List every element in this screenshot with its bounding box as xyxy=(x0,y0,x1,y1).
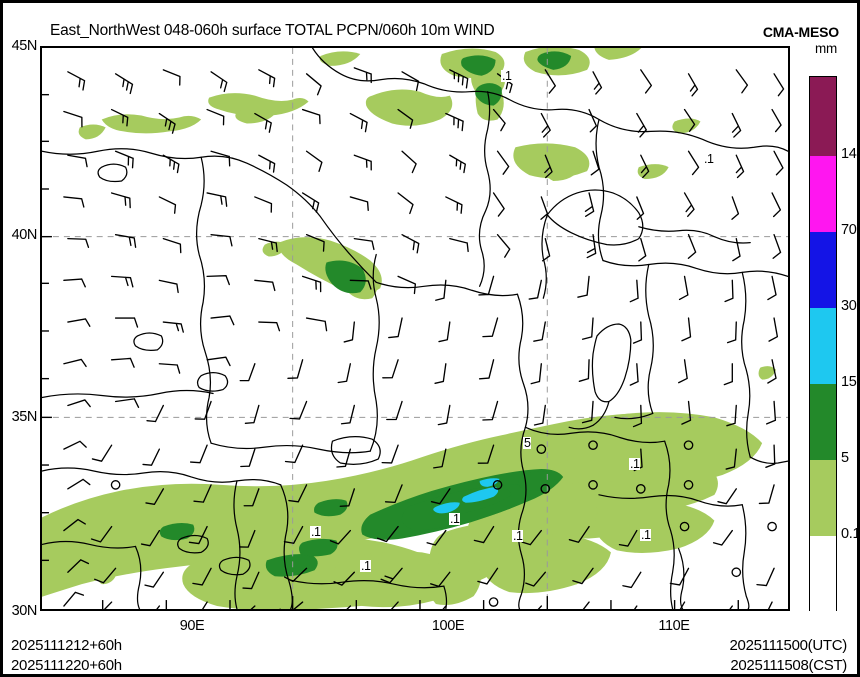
contour-label: .1 xyxy=(512,529,524,543)
page-title: East_NorthWest 048-060h surface TOTAL PC… xyxy=(50,22,495,39)
map-gridlines xyxy=(42,48,788,609)
map-canvas xyxy=(42,48,788,609)
x-axis-tick-100e: 100E xyxy=(431,618,465,634)
colorbar-band-30-70 xyxy=(810,232,836,308)
precip-band-15 xyxy=(433,478,500,514)
wind-barbs xyxy=(63,67,785,609)
colorbar-tick-70: 70 xyxy=(841,222,857,238)
colorbar-unit-label: mm xyxy=(815,41,838,56)
contour-label: .1 xyxy=(501,69,513,83)
colorbar-tick-5: 5 xyxy=(841,450,849,466)
footer-init-time-utc: 2025111212+60h xyxy=(11,637,122,654)
colorbar-band-5-15 xyxy=(810,384,836,460)
contour-label: .1 xyxy=(449,512,461,526)
y-axis-tick-30n: 30N xyxy=(11,603,38,619)
colorbar-band-15-30 xyxy=(810,308,836,384)
footer-init-time-cst: 2025111220+60h xyxy=(11,657,122,674)
contour-label: 5 xyxy=(523,436,532,450)
x-axis-tick-90e: 90E xyxy=(179,618,205,634)
colorbar-tick-30: 30 xyxy=(841,298,857,314)
colorbar-band-70-140 xyxy=(810,156,836,232)
model-label: CMA-MESO xyxy=(762,24,839,40)
y-axis-tick-35n: 35N xyxy=(11,409,38,425)
contour-label: .1 xyxy=(703,152,715,166)
colorbar-band-below-0p1 xyxy=(810,536,836,612)
contour-label: .1 xyxy=(640,528,652,542)
colorbar-tick-15: 15 xyxy=(841,374,857,390)
axis-ticks xyxy=(42,93,739,609)
contour-label: .1 xyxy=(360,559,372,573)
x-axis-tick-110e: 110E xyxy=(658,618,690,634)
colorbar-band-above-140 xyxy=(810,77,836,156)
map-plot-area[interactable]: .1 .1 5 .1 .1 .1 .1 .1 .1 xyxy=(40,46,790,611)
contour-label: .1 xyxy=(629,457,641,471)
colorbar[interactable]: 140 70 30 15 5 0.1 xyxy=(809,76,860,612)
footer-valid-time-utc: 2025111500(UTC) xyxy=(729,637,847,654)
colorbar-tick-140: 140 xyxy=(841,146,860,162)
footer-valid-time-cst: 2025111508(CST) xyxy=(730,657,847,674)
precip-band-5 xyxy=(159,51,572,577)
contour-label: .1 xyxy=(310,525,322,539)
y-axis-tick-40n: 40N xyxy=(11,227,38,243)
colorbar-tick-0p1: 0.1 xyxy=(841,526,860,542)
colorbar-gradient xyxy=(809,76,837,612)
y-axis-tick-45n: 45N xyxy=(11,38,38,54)
colorbar-band-0p1-5 xyxy=(810,460,836,536)
